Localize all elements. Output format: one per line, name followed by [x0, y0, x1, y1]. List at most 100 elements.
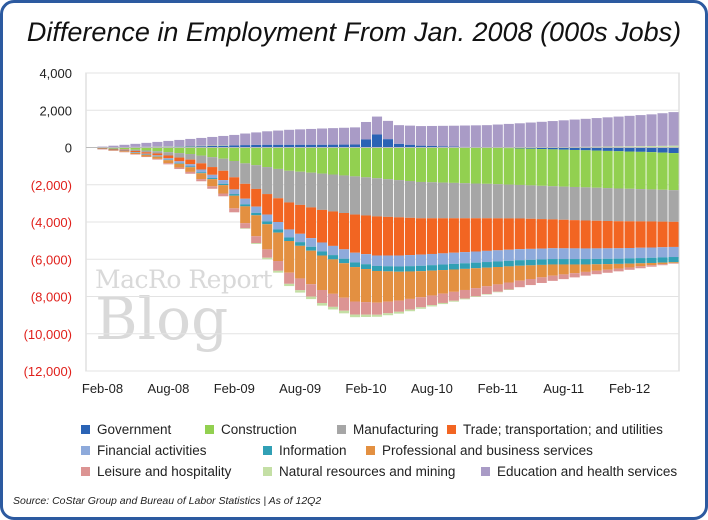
bar-segment — [207, 178, 218, 180]
bar-segment — [459, 218, 470, 253]
bar-segment — [536, 277, 547, 283]
bar-segment — [207, 147, 218, 158]
bar-segment — [613, 116, 624, 147]
legend-label: Government — [97, 422, 172, 437]
bar-segment — [613, 263, 624, 269]
bar-segment — [371, 216, 383, 256]
bar-segment — [229, 194, 240, 196]
bar-segment — [547, 149, 558, 187]
bar-segment — [251, 147, 262, 166]
bar-segment — [97, 146, 108, 148]
bar-segment — [470, 125, 481, 148]
bar-segment — [382, 313, 394, 316]
bar-segment — [415, 265, 426, 272]
bar-segment — [624, 147, 635, 152]
bar-segment — [130, 147, 141, 150]
bar-segment — [141, 154, 152, 157]
x-tick-label: Aug-08 — [147, 381, 189, 396]
bar-segment — [437, 302, 448, 305]
legend-swatch — [81, 467, 90, 476]
bar-segment — [635, 247, 646, 259]
bar-segment — [130, 143, 141, 147]
bar-segment — [360, 314, 372, 317]
bar-segment — [470, 251, 481, 263]
bar-segment — [459, 125, 470, 147]
bar-segment — [558, 264, 569, 275]
bar-segment — [668, 246, 679, 258]
bar-segment — [141, 156, 152, 158]
bar-segment — [404, 181, 415, 218]
bar-segment — [360, 177, 372, 216]
bar-segment — [360, 264, 372, 270]
bar-segment — [602, 264, 613, 270]
bar-segment — [646, 262, 657, 266]
bar-segment — [448, 291, 459, 301]
bar-segment — [404, 125, 415, 145]
bar-segment — [251, 243, 262, 244]
bar-segment — [437, 264, 448, 271]
bar-segment — [646, 152, 657, 190]
bar-segment — [602, 258, 613, 265]
bar-segment — [536, 147, 547, 150]
bar-segment — [339, 263, 350, 298]
bar-segment — [635, 266, 646, 269]
bar-segment — [174, 163, 185, 168]
bar-segment — [657, 257, 668, 263]
bar-segment — [624, 115, 635, 147]
bar-segment — [503, 266, 514, 283]
bar-segment — [580, 271, 591, 276]
bar-segment — [185, 146, 196, 147]
bar-segment — [404, 255, 415, 267]
bar-segment — [514, 249, 525, 261]
bar-segment — [371, 302, 383, 315]
bar-segment — [646, 221, 657, 248]
bar-segment — [360, 121, 372, 140]
bar-segment — [624, 221, 635, 249]
bar-segment — [218, 147, 229, 159]
bar-segment — [163, 158, 174, 160]
bar-segment — [503, 289, 514, 290]
bar-segment — [240, 163, 251, 184]
bar-segment — [646, 189, 657, 222]
bar-segment — [284, 237, 295, 241]
legend-swatch — [81, 425, 90, 434]
bar-segment — [547, 259, 558, 265]
bar-segment — [196, 172, 207, 174]
bar-segment — [470, 268, 481, 289]
bar-segment — [536, 121, 547, 148]
bar-segment — [284, 229, 295, 238]
bar-segment — [426, 253, 437, 266]
bar-segment — [437, 182, 448, 219]
bar-segment — [635, 263, 646, 267]
bar-segment — [328, 255, 339, 260]
bar-segment — [141, 154, 152, 155]
bar-segment — [569, 273, 580, 278]
bar-segment — [580, 264, 591, 272]
bar-segment — [251, 165, 262, 189]
legend-swatch — [81, 446, 90, 455]
bar-segment — [481, 286, 492, 295]
bar-segment — [426, 270, 437, 296]
bar-segment — [404, 144, 415, 148]
x-tick-label: Aug-10 — [411, 381, 453, 396]
bar-segment — [514, 148, 525, 185]
x-tick-label: Aug-11 — [543, 381, 584, 396]
bar-segment — [382, 120, 394, 140]
bar-segment — [393, 300, 405, 312]
bar-segment — [492, 218, 503, 251]
bar-segment — [448, 125, 459, 147]
bar-segment — [448, 147, 459, 183]
bar-segment — [525, 122, 536, 148]
bar-segment — [349, 127, 361, 145]
legend-label: Financial activities — [97, 443, 207, 458]
bar-segment — [393, 143, 405, 148]
source-note: Source: CoStar Group and Bureau of Labor… — [13, 495, 322, 507]
bar-segment — [108, 148, 119, 150]
bar-segment — [525, 259, 536, 266]
bar-segment — [426, 182, 437, 219]
bar-segment — [591, 248, 602, 259]
bar-segment — [251, 236, 262, 244]
bar-segment — [514, 218, 525, 250]
bar-segment — [152, 147, 163, 152]
bar-segment — [426, 305, 437, 307]
